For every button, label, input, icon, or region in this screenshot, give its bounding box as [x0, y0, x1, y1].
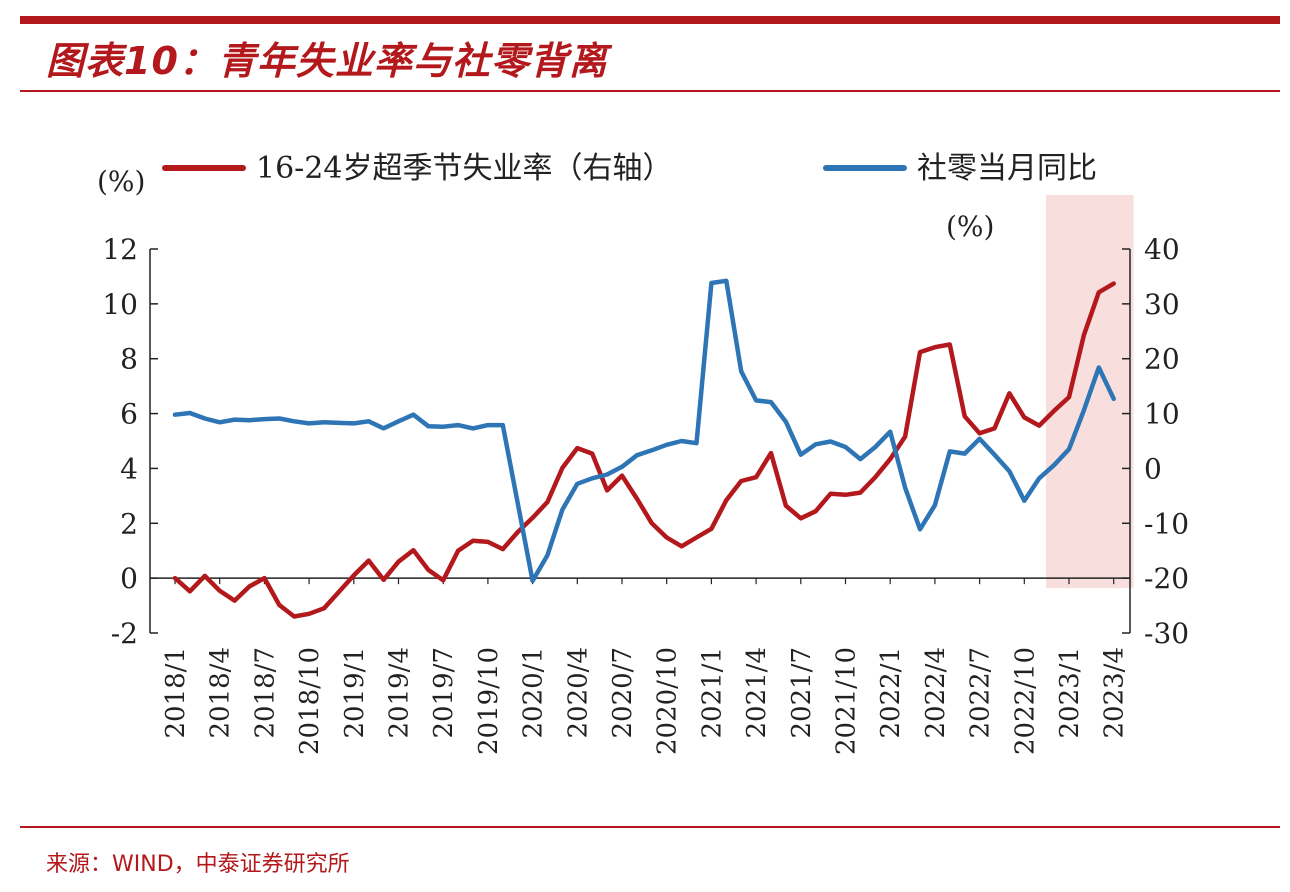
x-axis-tick-label: 2018/1	[161, 647, 191, 738]
source-rule	[20, 826, 1280, 828]
right-axis-tick-label: 10	[1144, 398, 1180, 431]
x-axis-tick-label: 2019/7	[429, 647, 459, 738]
right-axis-tick-label: 20	[1144, 343, 1180, 376]
left-axis-tick-label: 8	[120, 343, 138, 376]
x-axis-tick-label: 2018/4	[206, 647, 236, 738]
title-top-bar	[20, 16, 1280, 24]
x-axis-tick-label: 2019/10	[474, 647, 504, 755]
x-axis-tick-label: 2020/1	[519, 647, 549, 738]
x-axis-tick-label: 2021/4	[742, 647, 772, 738]
x-axis-tick-label: 2021/7	[787, 647, 817, 738]
x-axis-tick-label: 2022/4	[921, 647, 951, 738]
left-axis-tick-label: 6	[120, 398, 138, 431]
x-axis-tick-label: 2018/10	[295, 647, 325, 755]
x-axis-tick-label: 2022/7	[966, 647, 996, 738]
left-axis-tick-label: 12	[102, 233, 138, 266]
right-axis-unit: (%)	[946, 210, 994, 243]
left-axis-tick-label: 0	[120, 562, 138, 595]
right-axis-tick-label: -20	[1144, 562, 1189, 595]
left-axis-tick-label: -2	[111, 617, 138, 650]
x-axis-tick-label: 2022/1	[876, 647, 906, 738]
right-axis-tick-label: 0	[1144, 452, 1162, 485]
x-axis-tick-label: 2023/1	[1055, 647, 1085, 738]
left-axis-unit: (%)	[97, 165, 145, 198]
x-axis-tick-label: 2018/7	[250, 647, 280, 738]
right-axis-tick-label: 40	[1144, 233, 1180, 266]
series-line-1	[172, 281, 1116, 619]
x-axis-tick-label: 2020/4	[563, 647, 593, 738]
left-axis-tick-label: 10	[102, 288, 138, 321]
x-axis-tick-label: 2020/10	[653, 647, 683, 755]
title-rule	[20, 90, 1280, 92]
x-axis-tick-label: 2023/4	[1100, 647, 1130, 738]
x-axis-tick-label: 2019/4	[385, 647, 415, 738]
x-axis-tick-label: 2020/7	[608, 647, 638, 738]
right-axis-tick-label: -30	[1144, 617, 1189, 650]
x-axis-tick-label: 2019/1	[340, 647, 370, 738]
legend-label-1: 16-24岁超季节失业率（右轴）	[256, 151, 672, 186]
left-axis-tick-label: 4	[120, 452, 138, 485]
right-axis-tick-label: -10	[1144, 507, 1189, 540]
source-note: 来源：WIND，中泰证券研究所	[46, 852, 350, 877]
legend-label-2: 社零当月同比	[917, 151, 1097, 186]
chart-title: 图表10：青年失业率与社零背离	[46, 39, 608, 83]
right-axis-tick-label: 30	[1144, 288, 1180, 321]
series-line-2	[172, 278, 1116, 584]
x-axis-tick-label: 2021/1	[697, 647, 727, 738]
x-axis-tick-label: 2022/10	[1010, 647, 1040, 755]
left-axis-tick-label: 2	[120, 507, 138, 540]
x-axis-tick-label: 2021/10	[832, 647, 862, 755]
